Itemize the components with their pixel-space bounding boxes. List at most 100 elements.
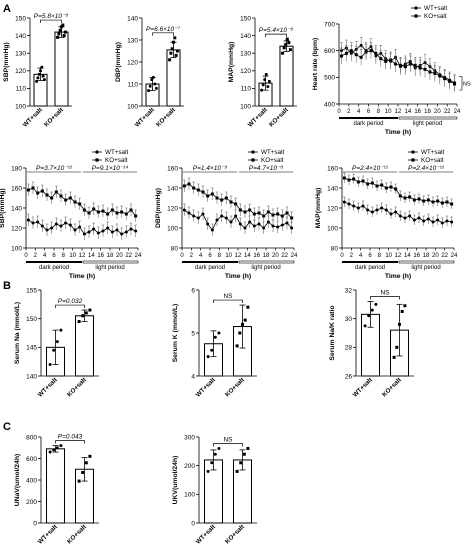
- series-line-ko: [341, 50, 455, 85]
- data-point-ko: [246, 305, 250, 309]
- data-point-wt: [40, 65, 44, 69]
- category-label-ko: KO+salt: [268, 106, 291, 129]
- point-ko: [369, 49, 373, 53]
- x-tick-label: 2: [347, 109, 351, 115]
- data-point-wt: [52, 448, 56, 452]
- y-tick-label: 110: [241, 86, 252, 93]
- point-wt: [31, 221, 35, 225]
- point-wt: [450, 220, 454, 224]
- point-wt: [440, 221, 444, 225]
- x-tick-label: 24: [451, 253, 458, 259]
- legend-label-wt: WT+salt: [261, 149, 285, 156]
- y-axis-label: UKV(umol/24h): [172, 456, 179, 505]
- y-tick-label: 120: [167, 205, 178, 212]
- panel-letter-c: C: [3, 421, 11, 433]
- x-tick-label: 2: [350, 253, 354, 259]
- x-tick-label: 2: [190, 253, 194, 259]
- x-tick-label: 0: [180, 253, 184, 259]
- x-tick-label: 22: [125, 253, 132, 259]
- p-value-annotation: P=6.6×10⁻⁷: [146, 26, 181, 33]
- x-tick-label: 24: [291, 253, 298, 259]
- point-ko: [364, 50, 368, 54]
- point-ko: [374, 51, 378, 55]
- y-tick-label: 700: [324, 21, 335, 28]
- p-value-annotation: NS: [380, 289, 390, 296]
- point-ko: [234, 202, 238, 206]
- data-point-ko: [284, 42, 288, 46]
- category-label-wt: WT+salt: [352, 376, 375, 399]
- x-tick-label: 20: [116, 253, 123, 259]
- x-axis-label: Time (h): [225, 273, 251, 280]
- point-wt: [78, 225, 82, 229]
- x-tick-label: 8: [378, 253, 382, 259]
- data-point-wt: [37, 72, 41, 76]
- data-point-ko: [281, 51, 285, 55]
- data-point-wt: [267, 79, 271, 83]
- point-wt: [201, 212, 205, 216]
- y-tick-label: 120: [127, 59, 138, 66]
- data-point-ko: [246, 446, 250, 450]
- point-ko: [201, 190, 205, 194]
- point-wt: [384, 208, 388, 212]
- data-point-ko: [400, 310, 404, 313]
- y-tick-label: 130: [127, 37, 138, 44]
- point-wt: [359, 43, 363, 47]
- y-tick-label: 160: [11, 185, 22, 192]
- point-wt: [196, 216, 200, 220]
- point-ko: [243, 210, 247, 214]
- point-wt: [45, 228, 49, 232]
- point-ko: [342, 176, 346, 180]
- x-tick-label: 18: [424, 109, 431, 115]
- y-tick-label: 0: [33, 520, 37, 527]
- data-point-ko: [282, 46, 286, 50]
- legend-label-ko: KO+salt: [421, 157, 444, 164]
- data-point-ko: [239, 461, 243, 465]
- ns-label: NS: [463, 81, 471, 87]
- data-point-ko: [241, 322, 244, 326]
- point-wt: [238, 222, 242, 226]
- point-wt: [248, 220, 252, 224]
- y-tick-label: 6: [191, 287, 195, 294]
- data-point-ko: [242, 452, 246, 456]
- point-ko: [36, 191, 40, 195]
- data-point-ko: [175, 49, 179, 53]
- y-axis-label: SBP(mmHg): [3, 42, 10, 82]
- panel-letter-b: B: [3, 280, 11, 292]
- point-ko: [266, 210, 270, 214]
- x-tick-label: 6: [368, 253, 372, 259]
- data-point-wt: [48, 450, 52, 454]
- point-ko: [339, 54, 343, 58]
- point-ko: [344, 51, 348, 55]
- data-point-wt: [210, 461, 214, 465]
- point-ko: [361, 179, 365, 183]
- x-tick-label: 14: [404, 109, 411, 115]
- point-ko: [220, 198, 224, 202]
- data-point-wt: [213, 335, 217, 339]
- point-wt: [398, 214, 402, 218]
- point-ko: [224, 196, 228, 200]
- data-point-ko: [61, 23, 65, 27]
- x-tick-label: 10: [225, 253, 232, 259]
- y-tick-label: 140: [327, 185, 338, 192]
- point-wt: [101, 229, 105, 233]
- category-label-ko: KO+salt: [66, 376, 89, 399]
- x-tick-label: 14: [244, 253, 251, 259]
- point-ko: [229, 200, 233, 204]
- point-ko: [412, 198, 416, 202]
- p-value-annotation: P=5.4×10⁻⁸: [259, 27, 294, 34]
- point-ko: [59, 194, 63, 198]
- data-point-ko: [62, 34, 66, 38]
- data-point-wt: [374, 302, 378, 306]
- point-ko: [120, 210, 124, 214]
- data-point-ko: [77, 320, 81, 324]
- x-tick-label: 16: [414, 109, 421, 115]
- series-line-ko: [28, 187, 136, 217]
- point-wt: [54, 222, 58, 226]
- point-wt: [412, 218, 416, 222]
- p-value-dark: P=2.4×10⁻¹¹: [352, 165, 389, 172]
- y-tick-label: 140: [11, 205, 22, 212]
- point-wt: [87, 230, 91, 234]
- x-tick-label: 18: [107, 253, 114, 259]
- point-ko: [206, 194, 210, 198]
